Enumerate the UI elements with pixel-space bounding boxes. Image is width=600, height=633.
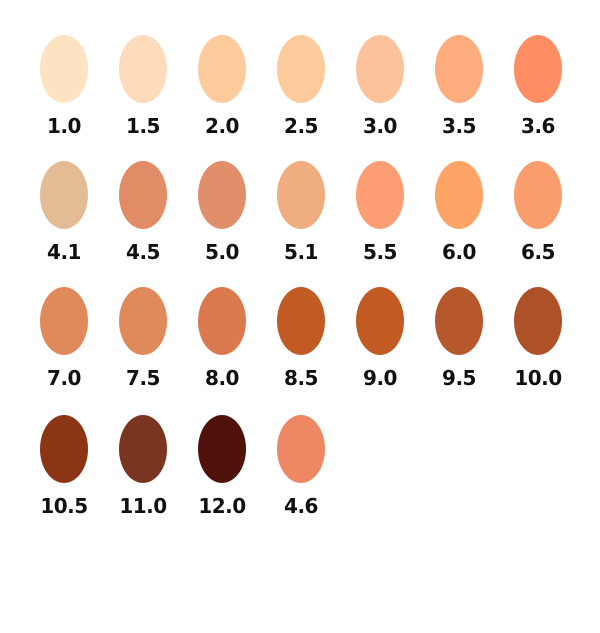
swatch	[40, 287, 88, 355]
swatch	[119, 35, 167, 103]
swatch	[277, 161, 325, 229]
swatch-label: 7.5	[126, 366, 160, 390]
swatch-label: 9.5	[442, 366, 476, 390]
swatch-label: 4.1	[47, 240, 81, 264]
swatch	[277, 287, 325, 355]
swatch-label: 3.0	[363, 114, 397, 138]
swatch	[198, 287, 246, 355]
swatch-label: 1.5	[126, 114, 160, 138]
swatch	[40, 35, 88, 103]
swatch-label: 6.0	[442, 240, 476, 264]
swatch	[119, 161, 167, 229]
swatch-label: 4.6	[284, 494, 318, 518]
swatch	[198, 35, 246, 103]
swatch-label: 11.0	[119, 494, 166, 518]
swatch-label: 5.0	[205, 240, 239, 264]
swatch-label: 8.5	[284, 366, 318, 390]
swatch-label: 9.0	[363, 366, 397, 390]
swatch	[277, 35, 325, 103]
swatch-label: 7.0	[47, 366, 81, 390]
swatch	[119, 287, 167, 355]
swatch	[514, 35, 562, 103]
swatch-label: 3.5	[442, 114, 476, 138]
swatch	[435, 161, 483, 229]
swatch	[119, 415, 167, 483]
swatch	[198, 415, 246, 483]
swatch-label: 12.0	[198, 494, 245, 518]
swatch-label: 3.6	[521, 114, 555, 138]
swatch	[435, 35, 483, 103]
swatch	[40, 415, 88, 483]
swatch	[277, 415, 325, 483]
swatch-label: 5.5	[363, 240, 397, 264]
swatch-label: 10.0	[514, 366, 561, 390]
swatch	[40, 161, 88, 229]
swatch	[356, 35, 404, 103]
swatch	[198, 161, 246, 229]
swatch-label: 4.5	[126, 240, 160, 264]
swatch	[514, 287, 562, 355]
swatch	[356, 161, 404, 229]
swatch-label: 10.5	[40, 494, 87, 518]
swatch	[356, 287, 404, 355]
swatch-label: 5.1	[284, 240, 318, 264]
swatch-label: 8.0	[205, 366, 239, 390]
swatch-label: 1.0	[47, 114, 81, 138]
swatch	[435, 287, 483, 355]
swatch	[514, 161, 562, 229]
swatch-label: 2.0	[205, 114, 239, 138]
swatch-label: 2.5	[284, 114, 318, 138]
swatch-label: 6.5	[521, 240, 555, 264]
